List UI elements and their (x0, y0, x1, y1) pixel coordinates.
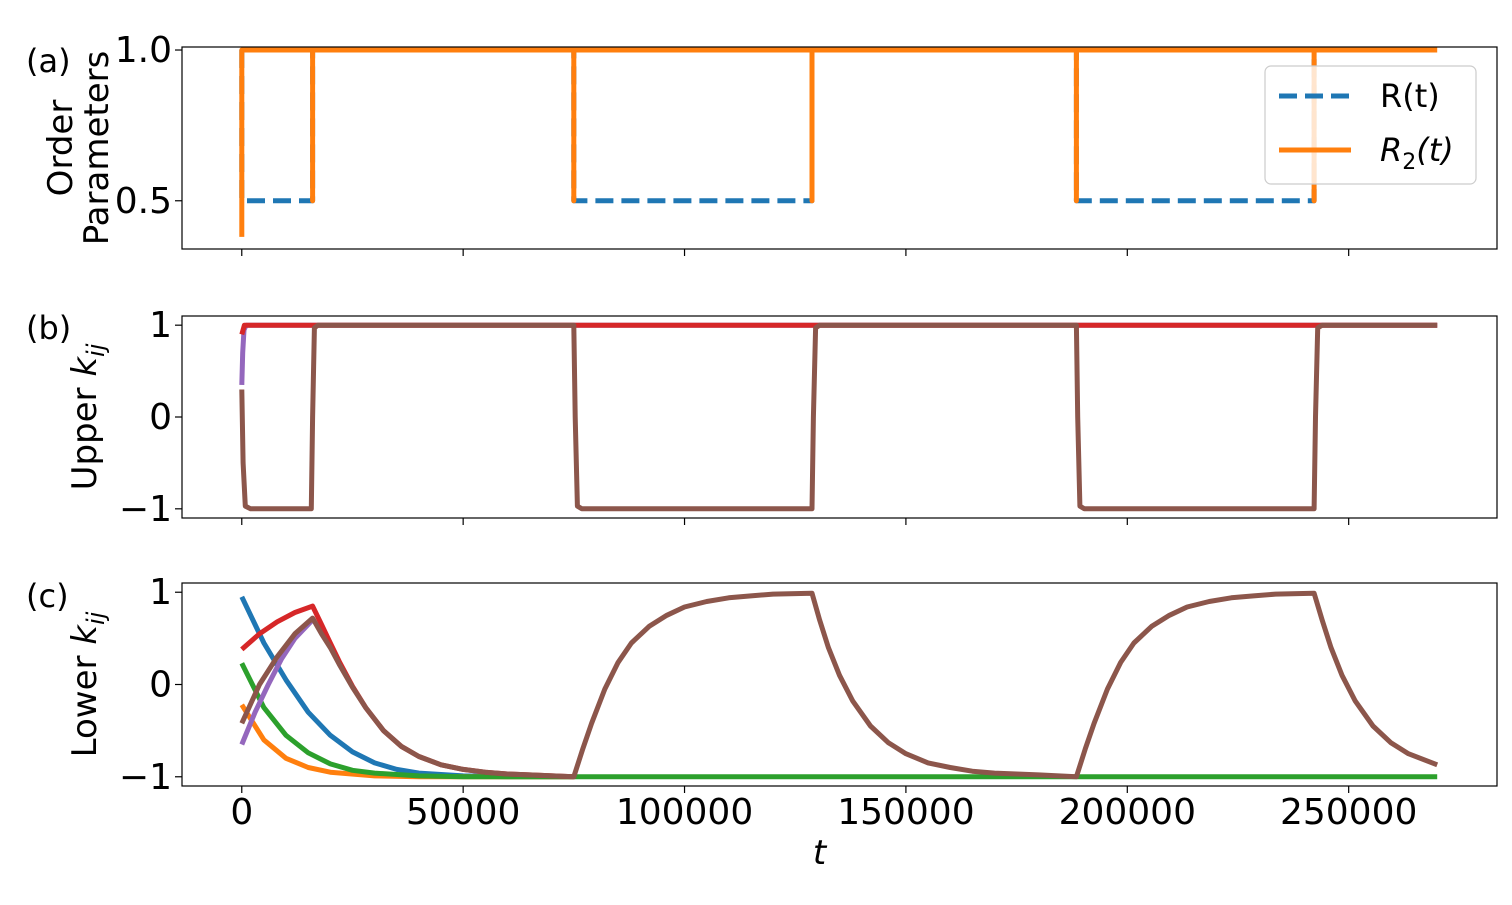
plot-frame (181, 46, 1498, 250)
y-tick-label: 0 (149, 665, 172, 706)
y-axis-label: OrderParameters (41, 51, 117, 246)
x-tick-label: 150000 (837, 792, 974, 833)
series-line-4 (239, 618, 315, 746)
legend-entry: R2(t) (1380, 131, 1454, 175)
y-tick-label: −1 (119, 757, 172, 798)
series-line-2 (239, 322, 1438, 512)
y-tick-label: 1 (149, 305, 172, 346)
y-tick-label: 0.5 (115, 181, 172, 222)
panel-1: −1 0 1 (b)Upper kij (26, 305, 1498, 530)
panel-label: (b) (26, 309, 71, 347)
x-tick-label: 50000 (406, 792, 521, 833)
panel-0: 0.5 1.0 (a)OrderParameters R(t) R2(t) (26, 30, 1498, 256)
series-line-2 (239, 662, 1438, 780)
y-axis-label: Upper kij (65, 343, 110, 490)
x-tick-label: 200000 (1059, 792, 1196, 833)
y-tick-label: 1 (149, 572, 172, 613)
y-tick-label: 0 (149, 397, 172, 438)
x-tick-label: 0 (230, 792, 253, 833)
x-tick-label: 100000 (616, 792, 753, 833)
plot-frame (181, 582, 1498, 787)
legend: R(t) R2(t) (1264, 65, 1477, 185)
panel-label: (c) (26, 577, 69, 615)
series-line-0 (239, 322, 1438, 385)
series-line-0 (239, 47, 1438, 204)
series-line-1 (239, 47, 1438, 237)
plot-frame (181, 315, 1498, 519)
legend-entry: R(t) (1380, 77, 1440, 115)
y-tick-label: −1 (119, 489, 172, 530)
x-axis-label: t (813, 833, 828, 873)
y-axis-label: Lower kij (65, 611, 110, 757)
panel-label: (a) (26, 42, 71, 80)
panel-2: 0 50000 100000 150000 200000 250000 −1 0 1 (c)Low… (26, 572, 1498, 873)
series-line-5 (239, 590, 1439, 780)
y-tick-label: 1.0 (115, 30, 172, 71)
x-tick-label: 250000 (1280, 792, 1417, 833)
